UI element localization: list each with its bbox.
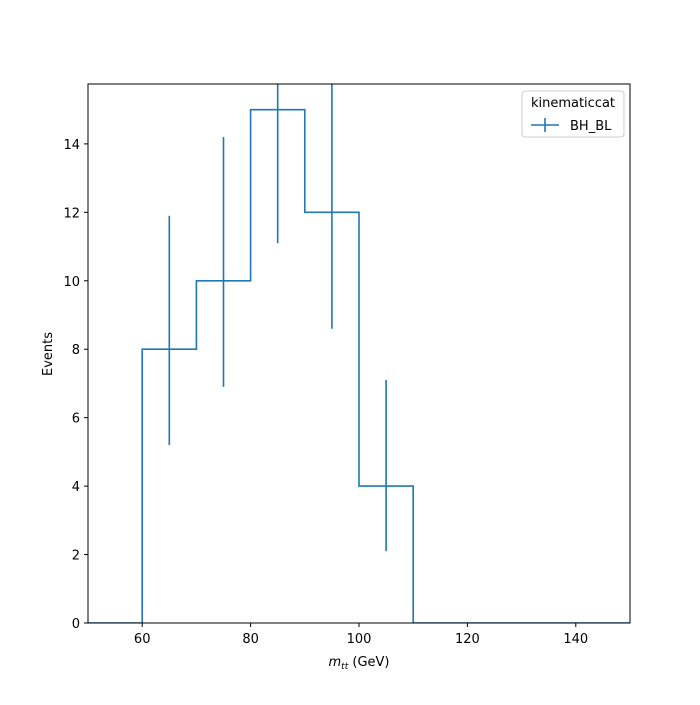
x-tick-label: 100 (347, 632, 372, 647)
plot-area (88, 84, 630, 623)
x-axis: 60 80 100 120 140 (134, 623, 588, 647)
x-tick-label: 140 (563, 632, 588, 647)
legend: kinematiccat BH_BL (521, 90, 625, 138)
x-axis-label: mtt (GeV) (329, 655, 390, 672)
y-tick-label: 10 (63, 275, 80, 290)
y-axis-label: Events (41, 332, 56, 376)
legend-entry-label: BH_BL (570, 119, 612, 134)
histogram-step-line (88, 108, 630, 623)
y-tick-label: 14 (63, 138, 80, 153)
y-tick-label: 8 (72, 343, 80, 358)
x-tick-label: 60 (134, 632, 151, 647)
y-tick-label: 4 (72, 480, 80, 495)
y-axis: 0 2 4 6 8 10 12 14 (63, 138, 88, 632)
y-tick-label: 6 (72, 412, 80, 427)
legend-title: kinematiccat (531, 96, 615, 111)
x-tick-label: 120 (455, 632, 480, 647)
y-tick-label: 2 (72, 549, 80, 564)
y-tick-label: 0 (72, 617, 80, 632)
x-tick-label: 80 (242, 632, 259, 647)
y-tick-label: 12 (63, 206, 80, 221)
